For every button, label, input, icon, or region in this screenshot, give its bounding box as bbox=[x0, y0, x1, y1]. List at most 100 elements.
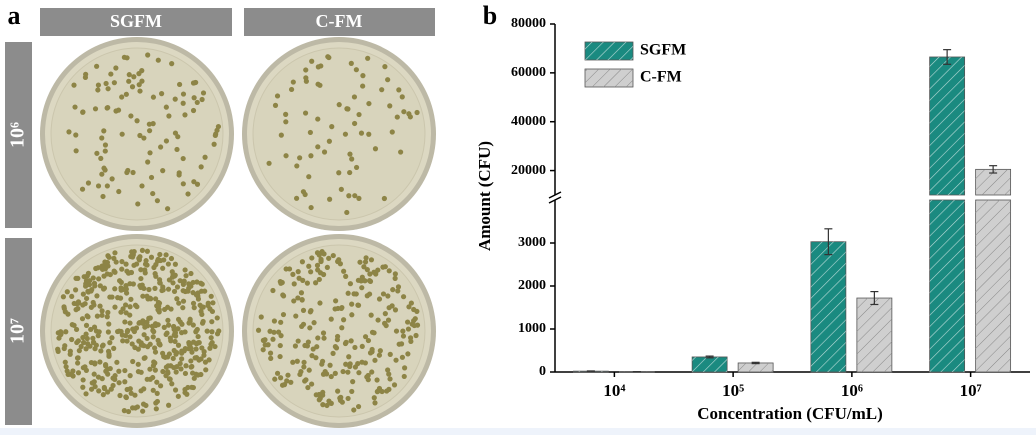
colony bbox=[355, 403, 362, 410]
colony bbox=[99, 312, 105, 318]
colony bbox=[343, 361, 349, 367]
colony bbox=[105, 348, 112, 354]
colony bbox=[391, 382, 398, 388]
colony bbox=[306, 263, 312, 269]
colony bbox=[393, 328, 400, 334]
colony bbox=[145, 52, 151, 58]
colony bbox=[96, 329, 102, 335]
colony bbox=[135, 361, 141, 367]
colony bbox=[302, 110, 309, 116]
colony bbox=[348, 60, 354, 66]
panel-a: a SGFM C-FM 10⁶ 10⁷ bbox=[5, 1, 436, 428]
colony bbox=[191, 375, 197, 381]
colony bbox=[191, 304, 197, 311]
colony bbox=[182, 112, 188, 118]
colony bbox=[198, 288, 205, 294]
colony bbox=[154, 398, 160, 405]
colony bbox=[71, 82, 77, 88]
colony bbox=[168, 255, 175, 262]
colony bbox=[147, 366, 153, 372]
colony bbox=[355, 302, 361, 308]
colony bbox=[191, 179, 197, 185]
colony bbox=[362, 334, 369, 340]
colony bbox=[414, 109, 420, 116]
colony bbox=[366, 100, 372, 107]
colony bbox=[201, 349, 207, 355]
colony bbox=[207, 345, 213, 351]
colony bbox=[140, 401, 147, 407]
colony bbox=[172, 96, 178, 102]
colony bbox=[115, 107, 122, 113]
colony bbox=[304, 280, 310, 286]
colony bbox=[316, 391, 322, 398]
colony bbox=[215, 123, 222, 130]
colony bbox=[136, 338, 142, 344]
bar bbox=[691, 356, 728, 373]
colony bbox=[64, 289, 70, 295]
colony bbox=[112, 304, 118, 310]
colony bbox=[130, 281, 136, 287]
colony bbox=[155, 57, 161, 63]
colony bbox=[365, 55, 371, 61]
colony bbox=[105, 86, 111, 92]
colony bbox=[114, 359, 120, 365]
colony bbox=[412, 316, 418, 322]
colony bbox=[320, 330, 327, 336]
colony bbox=[83, 331, 89, 337]
colony bbox=[277, 353, 283, 360]
colony bbox=[99, 171, 105, 177]
colony bbox=[309, 381, 315, 387]
colony bbox=[79, 316, 86, 322]
colony bbox=[193, 346, 199, 352]
colony bbox=[193, 328, 199, 334]
colony bbox=[83, 295, 90, 302]
colony bbox=[349, 388, 355, 395]
colony bbox=[210, 300, 216, 306]
colony bbox=[359, 359, 365, 365]
colony bbox=[189, 363, 195, 370]
colony bbox=[180, 155, 186, 162]
colony bbox=[320, 371, 327, 377]
colony bbox=[110, 375, 116, 381]
colony bbox=[330, 252, 336, 259]
colony bbox=[359, 285, 365, 291]
colony bbox=[329, 124, 335, 130]
colony bbox=[150, 374, 156, 381]
colony bbox=[328, 316, 334, 322]
colony bbox=[123, 290, 130, 296]
colony bbox=[152, 367, 158, 373]
colony bbox=[137, 88, 143, 94]
colony bbox=[105, 329, 111, 335]
colony bbox=[190, 339, 197, 345]
colony bbox=[310, 346, 316, 352]
colony bbox=[184, 391, 190, 397]
colony bbox=[80, 377, 86, 383]
colony bbox=[63, 329, 69, 335]
colony bbox=[123, 310, 129, 316]
colony bbox=[399, 94, 405, 100]
colony bbox=[402, 365, 408, 371]
colony bbox=[174, 146, 180, 153]
row-label: 10⁷ bbox=[7, 318, 29, 344]
colony bbox=[379, 87, 385, 93]
colony bbox=[96, 388, 102, 394]
colony bbox=[106, 352, 112, 359]
colony bbox=[67, 371, 73, 377]
colony bbox=[110, 382, 116, 389]
colony bbox=[376, 296, 383, 302]
colony bbox=[72, 287, 79, 293]
colony bbox=[91, 371, 97, 377]
colony bbox=[368, 312, 374, 318]
row-label: 10⁶ bbox=[7, 122, 29, 148]
colony bbox=[122, 367, 128, 374]
colony bbox=[387, 376, 393, 382]
colony bbox=[302, 191, 308, 198]
colony bbox=[157, 383, 164, 389]
colony bbox=[303, 67, 309, 73]
colony bbox=[75, 299, 81, 306]
colony bbox=[128, 296, 134, 302]
colony bbox=[394, 114, 400, 120]
colony bbox=[302, 378, 308, 384]
colony bbox=[205, 302, 211, 309]
colony bbox=[140, 293, 146, 299]
